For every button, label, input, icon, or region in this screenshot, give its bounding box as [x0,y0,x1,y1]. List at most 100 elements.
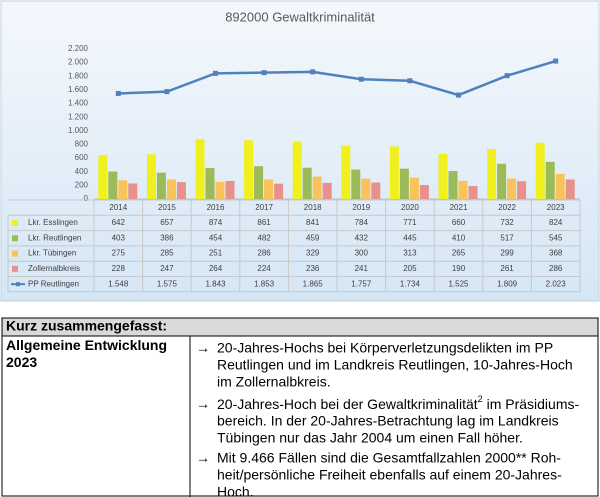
bar [371,182,381,199]
item-line: 20-Jahres-Hochs bei Körperverletzungsdel… [217,340,553,356]
y-tick-label: 2.200 [68,44,89,53]
bullet-marker: → [196,396,210,412]
table-value: 732 [500,218,514,227]
item-line: 20-Jahres-Hoch bei der Gewaltkriminalitä… [217,394,579,411]
bullet-marker: → [196,340,210,356]
line-marker [310,69,316,75]
row-label-part: Allgemeine Entwicklung [6,337,167,353]
table-value: 329 [306,249,320,258]
legend-label: Zollernalbkreis [28,264,80,273]
table-value: 228 [112,264,126,273]
bar [225,181,235,199]
bar [399,168,409,199]
table-value: 285 [160,249,174,258]
y-tick-label: 1.800 [68,71,89,80]
line-marker [115,90,121,96]
y-tick-label: 1.200 [68,112,89,121]
bar [555,173,565,199]
table-header-bg [2,318,598,336]
y-tick-label: 1.400 [68,99,89,108]
table-value: 247 [160,264,174,273]
x-tick-label: 2023 [547,203,565,212]
y-tick-label: 0 [84,194,89,203]
bar [409,177,419,199]
bar [176,182,186,199]
table-value: 1.525 [448,279,469,288]
bar [565,179,575,199]
table-value: 459 [306,233,320,242]
bar [438,154,448,199]
bar [487,149,497,199]
table-value: 841 [306,218,320,227]
line-marker [456,92,461,98]
table-value: 224 [257,264,271,273]
legend-swatch [12,250,18,257]
table-value: 236 [306,264,320,273]
bar [166,179,176,199]
table-value: 432 [355,233,369,242]
table-value: 300 [355,249,369,258]
table-value: 264 [209,264,223,273]
bar [98,155,108,199]
table-value: 286 [549,264,563,273]
table-value: 642 [112,218,126,227]
legend-swatch [16,282,20,287]
bar [274,183,284,199]
table-value: 205 [403,264,417,273]
legend-label: PP Reutlingen [28,279,79,288]
table-value: 454 [209,233,223,242]
item-line: Mit 9.466 Fällen sind die Gesamtfallzahl… [217,450,561,466]
bar [341,145,351,199]
legend-swatch [12,265,18,272]
item-line: heit/persönliche Freiheit ebenfalls auf … [217,467,562,483]
row-label-part: 2023 [6,354,37,370]
bar [292,141,302,199]
line-marker [358,76,364,82]
legend-label: Lkr. Reutlingen [28,233,81,242]
bar [322,182,332,199]
table-value: 1.809 [497,279,518,288]
line [118,59,557,97]
bar [264,179,274,199]
table-value: 265 [452,249,466,258]
bar [458,180,468,199]
legend-swatch [12,219,18,226]
row-label: Allgemeine Entwicklung 2023 [6,337,167,370]
line-marker [504,73,510,79]
table-value: 517 [500,233,514,242]
bar [146,154,156,199]
table-value: 386 [160,233,174,242]
table-value: 286 [257,249,271,258]
bar [128,183,138,199]
table-value: 1.734 [400,279,421,288]
line-marker [407,78,413,84]
x-tick-label: 2019 [352,203,370,212]
table-value: 874 [209,218,223,227]
bar [244,140,254,199]
table-value: 251 [209,249,223,258]
x-tick-label: 2017 [255,203,273,212]
bar [507,178,517,199]
bar [215,181,225,199]
item-line: Tübingen nur das Jahr 2004 um einen Fall… [217,430,523,446]
bar [389,146,399,199]
table-value: 299 [500,249,514,258]
item-line: Reutlingen und im Landkreis Reutlingen, … [217,357,573,373]
table-border [1,317,599,497]
y-tick-label: 1.600 [68,85,89,94]
x-tick-label: 2014 [109,203,127,212]
y-tick-label: 1.000 [68,126,89,135]
y-tick-label: 600 [75,153,89,162]
legend-label: Lkr. Tübingen [28,249,76,258]
y-tick-label: 2.000 [68,58,89,67]
legend-label: Lkr. Esslingen [28,218,78,227]
y-tick-label: 200 [75,180,89,189]
table-value: 275 [112,249,126,258]
line-marker [261,70,267,76]
x-tick-label: 2016 [207,203,225,212]
bar [361,178,371,199]
table-value: 771 [403,218,417,227]
y-tick-label: 800 [75,140,89,149]
x-tick-label: 2021 [450,203,468,212]
table-value: 482 [257,233,271,242]
